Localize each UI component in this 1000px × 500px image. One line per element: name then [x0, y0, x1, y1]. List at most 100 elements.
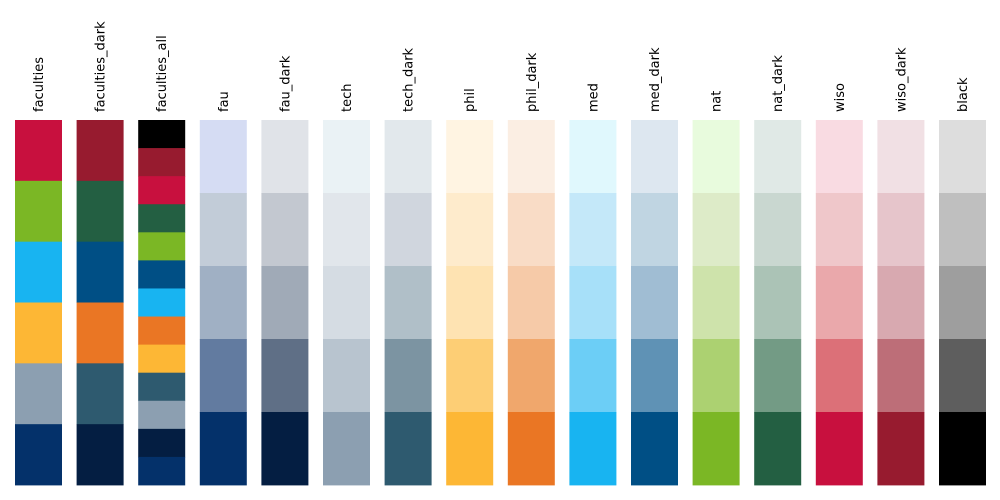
color-swatch — [815, 412, 863, 486]
palette-column-tech: tech — [323, 84, 370, 486]
color-swatch — [199, 120, 247, 194]
color-swatch — [939, 120, 986, 194]
color-swatch — [15, 424, 62, 486]
color-swatch — [446, 339, 494, 413]
palette-column-black: black — [939, 77, 986, 486]
color-swatch — [631, 412, 678, 486]
palette-column-nat-dark: nat_dark — [754, 55, 802, 486]
color-swatch — [815, 266, 863, 340]
color-swatch — [569, 193, 617, 267]
color-swatch — [138, 260, 186, 289]
color-swatch — [692, 266, 740, 340]
color-swatch — [815, 193, 863, 267]
color-swatch — [631, 120, 678, 194]
palette-column-faculties: faculties — [15, 57, 62, 486]
color-swatch — [631, 339, 678, 413]
color-swatch — [384, 412, 432, 486]
palette-column-med-dark: med_dark — [631, 47, 678, 486]
color-swatch — [15, 363, 62, 425]
color-swatch — [199, 339, 247, 413]
palette-column-faculties-all: faculties_all — [138, 35, 186, 486]
palette-label: tech — [340, 84, 355, 112]
color-swatch — [692, 339, 740, 413]
color-swatch — [384, 120, 432, 194]
color-swatch — [815, 339, 863, 413]
color-swatch — [138, 344, 186, 374]
color-swatch — [138, 428, 186, 458]
color-swatch — [323, 120, 370, 194]
color-swatch — [569, 266, 617, 340]
palette-column-fau-dark: fau_dark — [261, 55, 309, 486]
color-swatch — [631, 266, 678, 340]
color-swatch — [261, 266, 309, 340]
palette-column-nat: nat — [692, 91, 740, 486]
color-swatch — [939, 412, 986, 486]
color-swatch — [261, 193, 309, 267]
palette-label: black — [956, 77, 971, 112]
color-swatch — [138, 372, 186, 402]
color-swatch — [754, 266, 802, 340]
color-swatch — [199, 266, 247, 340]
color-swatch — [507, 120, 555, 194]
color-swatch — [384, 266, 432, 340]
color-swatch — [877, 120, 925, 194]
palette-label: med_dark — [648, 47, 663, 112]
color-swatch — [507, 266, 555, 340]
palette-column-faculties-dark: faculties_dark — [76, 21, 124, 486]
color-swatch — [939, 193, 986, 267]
color-swatch — [569, 412, 617, 486]
color-swatch — [815, 120, 863, 194]
color-swatch — [877, 339, 925, 413]
color-swatch — [138, 288, 186, 317]
color-swatch — [15, 241, 62, 303]
color-swatch — [384, 339, 432, 413]
color-swatch — [446, 193, 494, 267]
color-swatch — [323, 339, 370, 413]
color-swatch — [76, 302, 124, 364]
palette-label: phil_dark — [525, 52, 540, 112]
color-swatch — [138, 204, 186, 233]
color-swatch — [323, 266, 370, 340]
palette-label: wiso_dark — [894, 47, 909, 112]
palette-column-phil: phil — [446, 88, 494, 486]
palette-label: nat — [710, 91, 725, 112]
palette-label: faculties_dark — [94, 21, 109, 112]
color-swatch — [692, 412, 740, 486]
color-swatch — [323, 193, 370, 267]
color-swatch — [138, 176, 186, 205]
color-swatch — [138, 400, 186, 430]
color-swatch — [138, 456, 186, 486]
color-swatch — [754, 193, 802, 267]
color-swatch — [76, 180, 124, 243]
palette-label: nat_dark — [771, 55, 786, 112]
palette-column-wiso: wiso — [815, 83, 863, 486]
color-swatch — [446, 266, 494, 340]
color-swatch — [631, 193, 678, 267]
palette-column-wiso-dark: wiso_dark — [877, 47, 925, 486]
color-swatch — [323, 412, 370, 486]
color-swatch — [138, 316, 186, 346]
palette-label: fau_dark — [278, 55, 293, 112]
color-swatch — [199, 193, 247, 267]
color-swatch — [15, 180, 62, 243]
palette-label: wiso — [833, 83, 848, 112]
color-swatch — [76, 120, 124, 182]
color-swatch — [877, 266, 925, 340]
color-swatch — [877, 193, 925, 267]
color-swatch — [76, 241, 124, 303]
palette-column-fau: fau — [199, 91, 247, 486]
color-swatch — [692, 120, 740, 194]
color-swatch — [939, 339, 986, 413]
color-swatch — [261, 120, 309, 194]
palette-label: fau — [217, 91, 232, 112]
color-swatch — [76, 424, 124, 486]
color-swatch — [138, 148, 186, 177]
color-swatch — [199, 412, 247, 486]
palette-label: tech_dark — [402, 47, 417, 112]
color-swatch — [754, 412, 802, 486]
color-swatch — [446, 120, 494, 194]
color-swatch — [507, 193, 555, 267]
color-swatch — [384, 193, 432, 267]
palette-label: phil — [463, 88, 478, 112]
